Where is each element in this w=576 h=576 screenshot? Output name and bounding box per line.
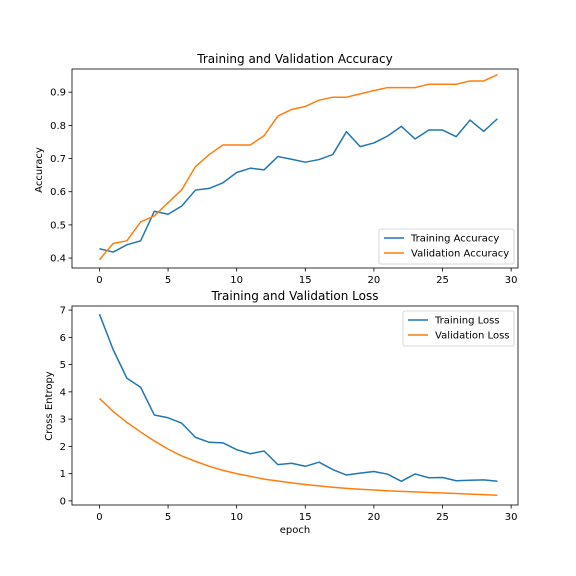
loss-x-tick-label: 15 <box>299 512 312 523</box>
loss-y-tick-label: 6 <box>60 333 66 344</box>
loss-y-tick-label: 5 <box>60 360 66 371</box>
accuracy-y-tick-label: 0.7 <box>50 154 66 165</box>
accuracy-y-axis-label: Accuracy <box>34 147 45 193</box>
loss-x-tick-label: 0 <box>96 512 102 523</box>
accuracy-y-tick-label: 0.9 <box>50 88 66 99</box>
loss-legend-label-validation: Validation Loss <box>435 331 510 342</box>
loss-chart-title: Training and Validation Loss <box>211 289 379 303</box>
loss-y-axis-label: Cross Entropy <box>44 371 55 441</box>
accuracy-x-tick-label: 0 <box>96 275 102 286</box>
loss-x-tick-label: 25 <box>436 512 449 523</box>
accuracy-x-tick-label: 30 <box>505 275 518 286</box>
accuracy-legend-box <box>378 228 515 265</box>
accuracy-series-line-validation <box>98 73 498 261</box>
loss-y-tick-label: 4 <box>60 387 66 398</box>
accuracy-y-tick-label: 0.4 <box>50 254 66 265</box>
accuracy-x-tick-label: 10 <box>230 275 243 286</box>
loss-y-tick-label: 3 <box>60 415 66 426</box>
accuracy-legend: Training Accuracy Validation Accuracy <box>378 228 515 265</box>
loss-plot-area: 0 5 10 15 20 25 30 0 1 2 3 4 5 6 7 Training Loss Validat… <box>60 305 519 523</box>
loss-x-tick-label: 5 <box>165 512 171 523</box>
accuracy-plot-area: 0 5 10 15 20 25 30 0.4 0.5 0.6 0.7 0.8 0.9 Training A… <box>50 68 519 286</box>
accuracy-chart-title: Training and Validation Accuracy <box>196 52 392 66</box>
accuracy-y-tick-label: 0.6 <box>50 187 66 198</box>
loss-series-line-training <box>98 313 498 483</box>
loss-y-tick-label: 0 <box>60 496 66 507</box>
loss-x-axis-label: epoch <box>280 525 310 536</box>
loss-chart: Training and Validation Loss Cross Entro… <box>44 289 519 536</box>
loss-y-tick-label: 2 <box>60 442 66 453</box>
loss-x-tick-label: 20 <box>368 512 381 523</box>
loss-y-tick-label: 1 <box>60 469 66 480</box>
accuracy-x-tick-label: 5 <box>165 275 171 286</box>
loss-axes-frame <box>71 305 519 506</box>
accuracy-y-tick-label: 0.8 <box>50 121 66 132</box>
loss-x-tick-label: 30 <box>505 512 518 523</box>
accuracy-axes-frame <box>71 68 519 269</box>
accuracy-x-tick-label: 15 <box>299 275 312 286</box>
accuracy-legend-label-validation: Validation Accuracy <box>411 249 509 260</box>
loss-legend-label-training: Training Loss <box>434 316 500 327</box>
loss-y-tick-label: 7 <box>60 306 66 317</box>
accuracy-x-tick-label: 20 <box>368 275 381 286</box>
accuracy-chart: Training and Validation Accuracy Accurac… <box>34 52 519 286</box>
accuracy-x-tick-label: 25 <box>436 275 449 286</box>
loss-series-line-validation <box>98 397 498 496</box>
accuracy-legend-label-training: Training Accuracy <box>410 234 499 245</box>
accuracy-y-tick-label: 0.5 <box>50 220 66 231</box>
loss-legend: Training Loss Validation Loss <box>402 310 515 347</box>
loss-legend-box <box>402 310 515 347</box>
loss-x-tick-label: 10 <box>230 512 243 523</box>
accuracy-series-line-training <box>99 118 498 253</box>
